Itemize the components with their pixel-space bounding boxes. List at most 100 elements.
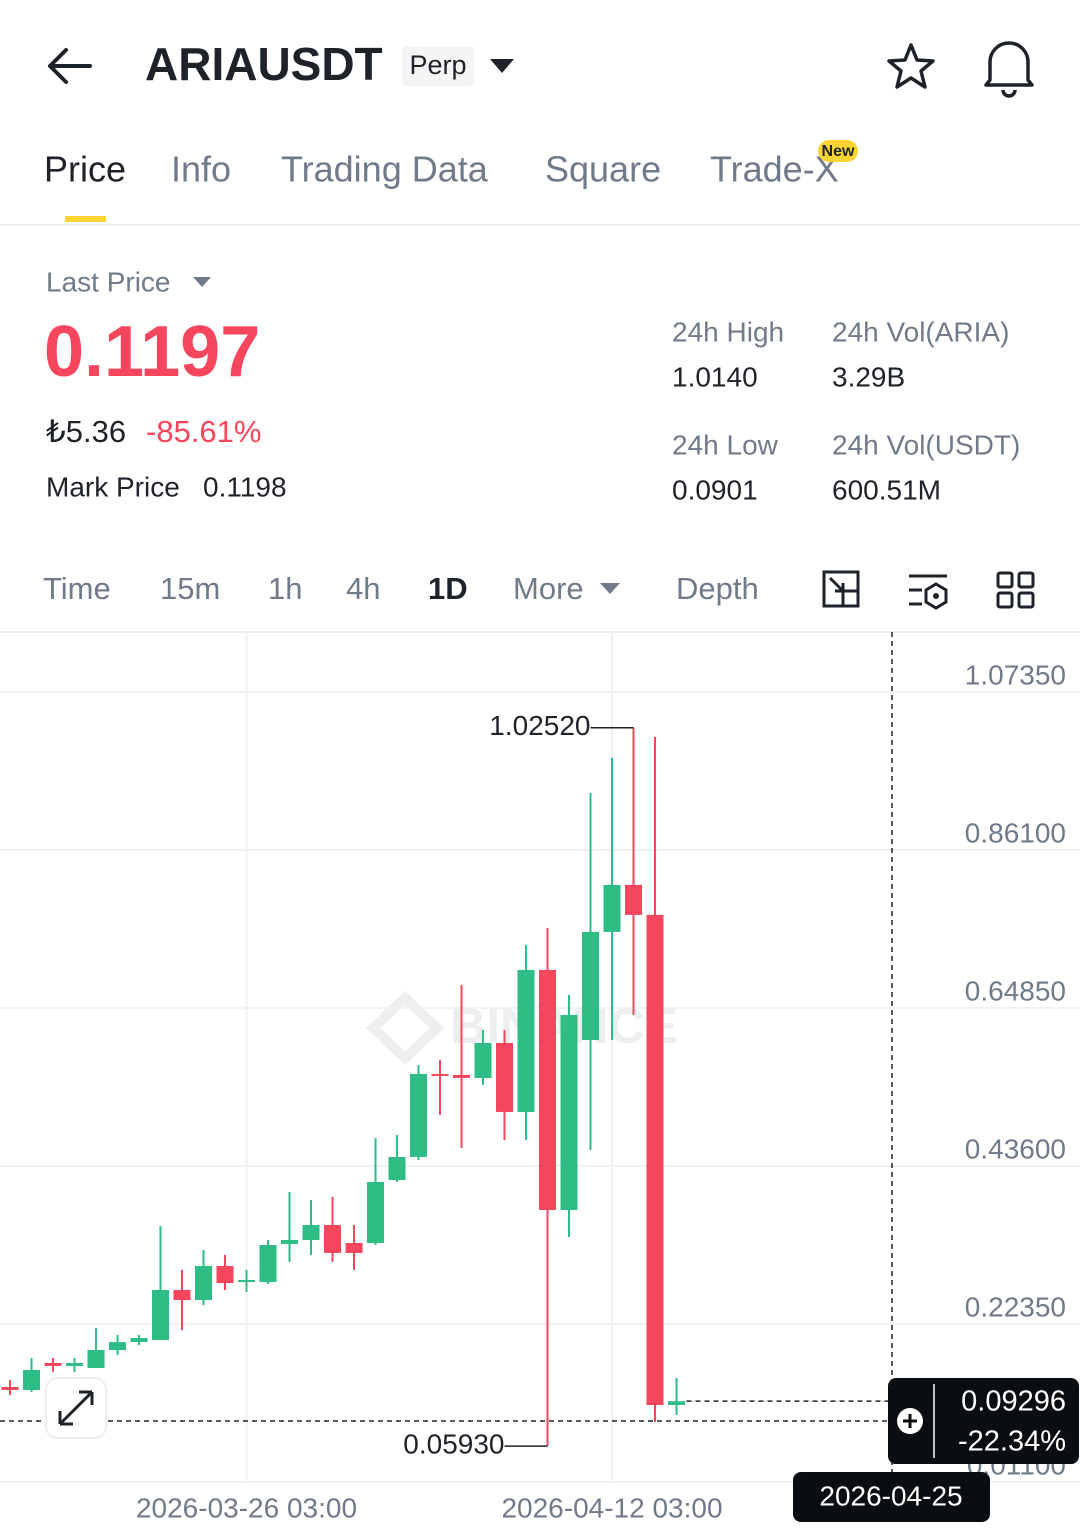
symbol-dropdown[interactable] xyxy=(490,59,514,73)
candle-body xyxy=(668,1401,685,1406)
crosshair-change: -22.34% xyxy=(958,1426,1066,1458)
y-tick-label: 0.86100 xyxy=(965,817,1066,848)
stat-label: 24h Low xyxy=(672,429,779,460)
icon-arrow xyxy=(828,576,845,593)
crosshair-add-icon xyxy=(903,1414,917,1429)
candle-body xyxy=(560,1014,578,1210)
perp-badge-bg xyxy=(402,46,474,86)
fiat-price: ₺5.36 xyxy=(46,414,126,449)
price-type-dropdown[interactable] xyxy=(193,277,211,287)
back-arrow xyxy=(48,48,92,84)
candle-body xyxy=(496,1042,513,1112)
tab[interactable]: Info xyxy=(171,149,231,190)
candle-body xyxy=(259,1244,277,1283)
crosshair-date-box xyxy=(793,1472,990,1522)
low-annotation: 0.05930 xyxy=(403,1428,504,1459)
stat-value: 600.51M xyxy=(832,474,941,505)
expand-icon xyxy=(58,1390,94,1426)
candle-body xyxy=(410,1073,427,1157)
icon-cell xyxy=(1017,591,1035,609)
crosshair-price: 0.09296 xyxy=(961,1386,1066,1418)
icon-cell xyxy=(996,571,1014,589)
price-change: -85.61% xyxy=(146,414,261,449)
candle-body xyxy=(23,1370,40,1391)
more-dropdown[interactable] xyxy=(600,583,620,594)
notification-bell[interactable] xyxy=(984,41,1034,98)
icon-cell xyxy=(996,591,1014,609)
candle-body xyxy=(195,1265,212,1301)
candle-body xyxy=(238,1280,255,1283)
interval-option[interactable]: More xyxy=(513,571,584,606)
candle-body xyxy=(517,969,535,1112)
candle-body xyxy=(431,1073,449,1076)
stat-value: 0.0901 xyxy=(672,474,758,505)
stat-value: 3.29B xyxy=(832,361,905,392)
interval-option[interactable]: 1D xyxy=(428,571,468,606)
candle-body xyxy=(216,1265,234,1283)
candle-body xyxy=(582,931,599,1040)
interval-option[interactable]: 1h xyxy=(268,571,302,606)
icon-lines xyxy=(909,574,947,606)
candlestick-chart: BINANCE 1.073500.861000.648500.436000.22… xyxy=(0,632,1080,1523)
crosshair-date: 2026-04-25 xyxy=(819,1480,962,1511)
candle-body xyxy=(603,884,621,932)
high-annotation: 1.02520 xyxy=(489,710,590,741)
interval-option[interactable]: Depth xyxy=(676,571,759,606)
y-tick-label: 1.07350 xyxy=(965,659,1066,690)
active-tab-indicator xyxy=(65,216,106,222)
candle-body xyxy=(453,1074,470,1078)
x-tick-label: 2026-03-26 03:00 xyxy=(136,1492,357,1523)
icon-cell xyxy=(1017,571,1035,589)
last-price: 0.1197 xyxy=(44,312,260,392)
watermark-logo xyxy=(365,991,445,1065)
interval-option[interactable]: Time xyxy=(43,571,111,606)
x-tick-label: 2026-04-12 03:00 xyxy=(501,1492,722,1523)
last-price-label: Last Price xyxy=(46,266,171,297)
tab[interactable]: Square xyxy=(545,149,661,190)
tab[interactable]: Price xyxy=(44,149,126,190)
candle-body xyxy=(152,1289,169,1341)
interval-option[interactable]: 4h xyxy=(346,571,380,606)
candle-body xyxy=(539,969,556,1210)
candle-body xyxy=(44,1363,62,1366)
stat-label: 24h High xyxy=(672,316,784,347)
candle-body xyxy=(324,1224,341,1253)
perp-badge: Perp xyxy=(409,50,466,80)
candle-body xyxy=(1,1387,19,1391)
mark-price-label: Mark Price xyxy=(46,471,180,502)
y-tick-label: 0.22350 xyxy=(965,1291,1066,1322)
candle-body xyxy=(345,1242,363,1253)
indicator-settings-icon[interactable] xyxy=(909,574,948,610)
symbol-title: ARIAUSDT xyxy=(145,38,383,90)
candle-body xyxy=(109,1342,126,1351)
candle-body xyxy=(367,1182,384,1243)
y-tick-label: 0.43600 xyxy=(965,1133,1066,1164)
expand-button[interactable] xyxy=(45,1377,107,1439)
favorite-star[interactable] xyxy=(887,43,935,89)
candle-body xyxy=(130,1338,148,1343)
crosshair-price-box xyxy=(888,1378,1079,1465)
new-badge: New xyxy=(822,143,855,160)
mark-price: 0.1198 xyxy=(203,471,287,502)
candle-body xyxy=(646,914,664,1406)
candle-body xyxy=(302,1224,320,1241)
bell-icon xyxy=(984,41,1034,98)
candle-body xyxy=(281,1240,298,1244)
new-badge-bg xyxy=(818,140,858,162)
candle-body xyxy=(625,884,642,915)
icon-inner xyxy=(841,589,860,608)
stat-label: 24h Vol(USDT) xyxy=(832,429,1020,460)
stat-label: 24h Vol(ARIA) xyxy=(832,316,1009,347)
layout-icon[interactable] xyxy=(996,571,1035,609)
y-tick-label: 0.64850 xyxy=(965,975,1066,1006)
tab[interactable]: Trade-X xyxy=(710,149,839,190)
back-button[interactable] xyxy=(48,48,92,84)
fullscreen-icon[interactable] xyxy=(822,570,860,608)
candle-body xyxy=(474,1042,492,1078)
interval-option[interactable]: 15m xyxy=(160,571,220,606)
tab[interactable]: Trading Data xyxy=(281,149,489,190)
candle-body xyxy=(388,1156,406,1181)
candle-body xyxy=(173,1289,191,1301)
